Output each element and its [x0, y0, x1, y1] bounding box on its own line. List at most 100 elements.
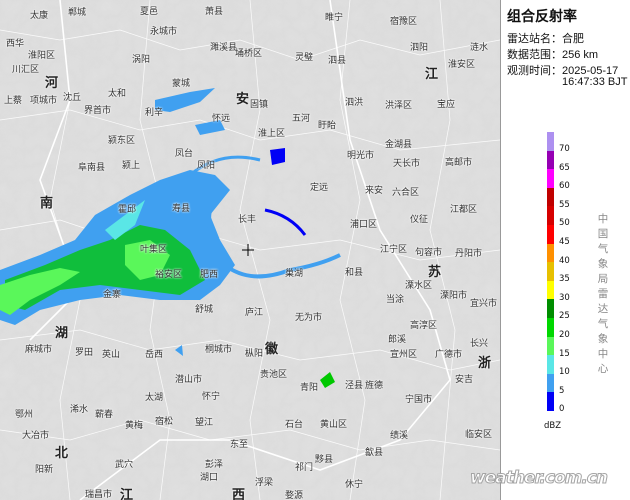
place-label: 大冶市	[22, 431, 50, 441]
place-label: 泗阳	[410, 43, 429, 53]
place-label: 当涂	[386, 295, 405, 305]
station-label: 雷达站名：	[507, 33, 562, 45]
province-label: 苏	[428, 265, 442, 280]
place-label: 安吉	[455, 375, 474, 385]
place-label: 浠水	[70, 405, 89, 415]
place-label: 江都区	[450, 205, 478, 215]
place-label: 金寨	[103, 290, 122, 300]
place-label: 固镇	[250, 100, 269, 110]
place-label: 太和	[108, 89, 127, 99]
place-label: 仪征	[410, 215, 429, 225]
place-label: 临安区	[465, 430, 493, 440]
legend-swatch	[547, 206, 554, 225]
place-label: 罗田	[75, 348, 94, 358]
place-label: 涡阳	[132, 55, 151, 65]
legend-swatch	[547, 224, 554, 244]
place-label: 界首市	[84, 106, 112, 116]
place-label: 溧水区	[405, 281, 433, 291]
place-label: 淮安区	[448, 60, 476, 70]
place-label: 永城市	[150, 27, 178, 37]
place-label: 高淳区	[410, 321, 438, 331]
place-label: 六合区	[392, 188, 420, 198]
station-row: 雷达站名：合肥	[507, 30, 584, 46]
range-value: 256 km	[562, 49, 599, 61]
place-label: 岳西	[145, 350, 164, 360]
place-label: 濉溪县	[210, 43, 238, 53]
place-label: 溧阳市	[440, 291, 468, 301]
place-label: 青阳	[300, 383, 319, 393]
place-label: 长丰	[238, 215, 257, 225]
product-title: 组合反射率	[507, 9, 577, 25]
place-label: 宿松	[155, 417, 174, 427]
legend-swatch	[547, 187, 554, 207]
place-label: 休宁	[345, 480, 364, 490]
place-label: 庐江	[245, 308, 264, 318]
legend-swatch	[547, 243, 554, 263]
place-label: 郎溪	[388, 335, 407, 345]
place-label: 颍东区	[108, 136, 136, 146]
province-boundaries	[29, 0, 451, 500]
place-label: 川汇区	[12, 65, 40, 75]
place-label: 英山	[102, 350, 121, 360]
place-label: 浮梁	[255, 478, 274, 488]
place-label: 贵池区	[260, 370, 288, 380]
place-label: 夏邑	[140, 7, 159, 17]
place-label: 鄂州	[15, 410, 34, 420]
place-label: 婺源	[285, 491, 304, 500]
place-label: 盱眙	[318, 121, 337, 131]
place-label: 泾县	[345, 381, 364, 391]
radar-map[interactable]: 安 徽 江 苏 浙 河 南 湖 北 江 西 太康 郸城 夏邑 永城市 萧县 濉溪县 睢宁 宿豫…	[0, 0, 500, 500]
legend-tick: 5	[559, 385, 565, 396]
legend-tick: 10	[559, 367, 570, 378]
place-label: 寿县	[172, 204, 191, 214]
legend-swatch	[547, 299, 554, 318]
place-label: 江宁区	[380, 245, 408, 255]
place-label: 颍上	[122, 161, 141, 171]
time-label: 观测时间：	[507, 65, 562, 77]
place-label: 宿豫区	[390, 17, 418, 27]
place-label: 湖口	[200, 473, 219, 483]
place-label: 萧县	[205, 7, 224, 17]
place-label: 明光市	[347, 151, 375, 161]
place-label: 怀远	[212, 114, 231, 124]
place-label: 巢湖	[285, 269, 304, 279]
place-label: 宁国市	[405, 395, 433, 405]
legend-tick: 30	[559, 292, 570, 303]
radar-echoes	[0, 88, 341, 388]
radar-site-marker	[242, 244, 254, 256]
legend-swatch	[547, 373, 554, 393]
place-label: 怀宁	[202, 392, 221, 402]
legend-tick: 35	[559, 274, 570, 285]
place-label: 霍邱	[118, 205, 137, 215]
place-label: 淮阳区	[28, 51, 56, 61]
place-label: 来安	[365, 186, 384, 196]
place-label: 郸城	[68, 8, 87, 18]
place-label: 黄梅	[125, 421, 144, 431]
place-label: 埇桥区	[235, 49, 263, 59]
place-label: 五河	[292, 114, 311, 124]
place-label: 宜兴市	[470, 299, 498, 309]
place-label: 麻城市	[25, 345, 53, 355]
legend-swatch	[547, 280, 554, 300]
radar-echo-layer	[0, 0, 500, 500]
color-legend	[547, 132, 554, 411]
place-label: 黄山区	[320, 420, 348, 430]
legend-tick: 60	[559, 181, 570, 192]
place-label: 浦口区	[350, 220, 378, 230]
place-label: 宝应	[437, 100, 456, 110]
province-label: 南	[40, 196, 54, 211]
legend-swatch	[547, 132, 554, 151]
place-label: 瑞昌市	[85, 490, 113, 500]
obs-date: 2025-05-17	[562, 65, 619, 77]
place-label: 武穴	[115, 460, 134, 470]
legend-tick: 40	[559, 255, 570, 266]
place-label: 天长市	[393, 159, 421, 169]
place-label: 太康	[30, 11, 49, 21]
legend-swatch	[547, 317, 554, 337]
range-row: 数据范围：256 km	[507, 46, 598, 62]
place-label: 阜南县	[78, 163, 106, 173]
place-label: 枞阳	[245, 349, 264, 359]
time-row: 观测时间：2025-05-17	[507, 62, 618, 78]
legend-swatch	[547, 392, 554, 411]
watermark: weather.com.cn	[470, 468, 609, 489]
